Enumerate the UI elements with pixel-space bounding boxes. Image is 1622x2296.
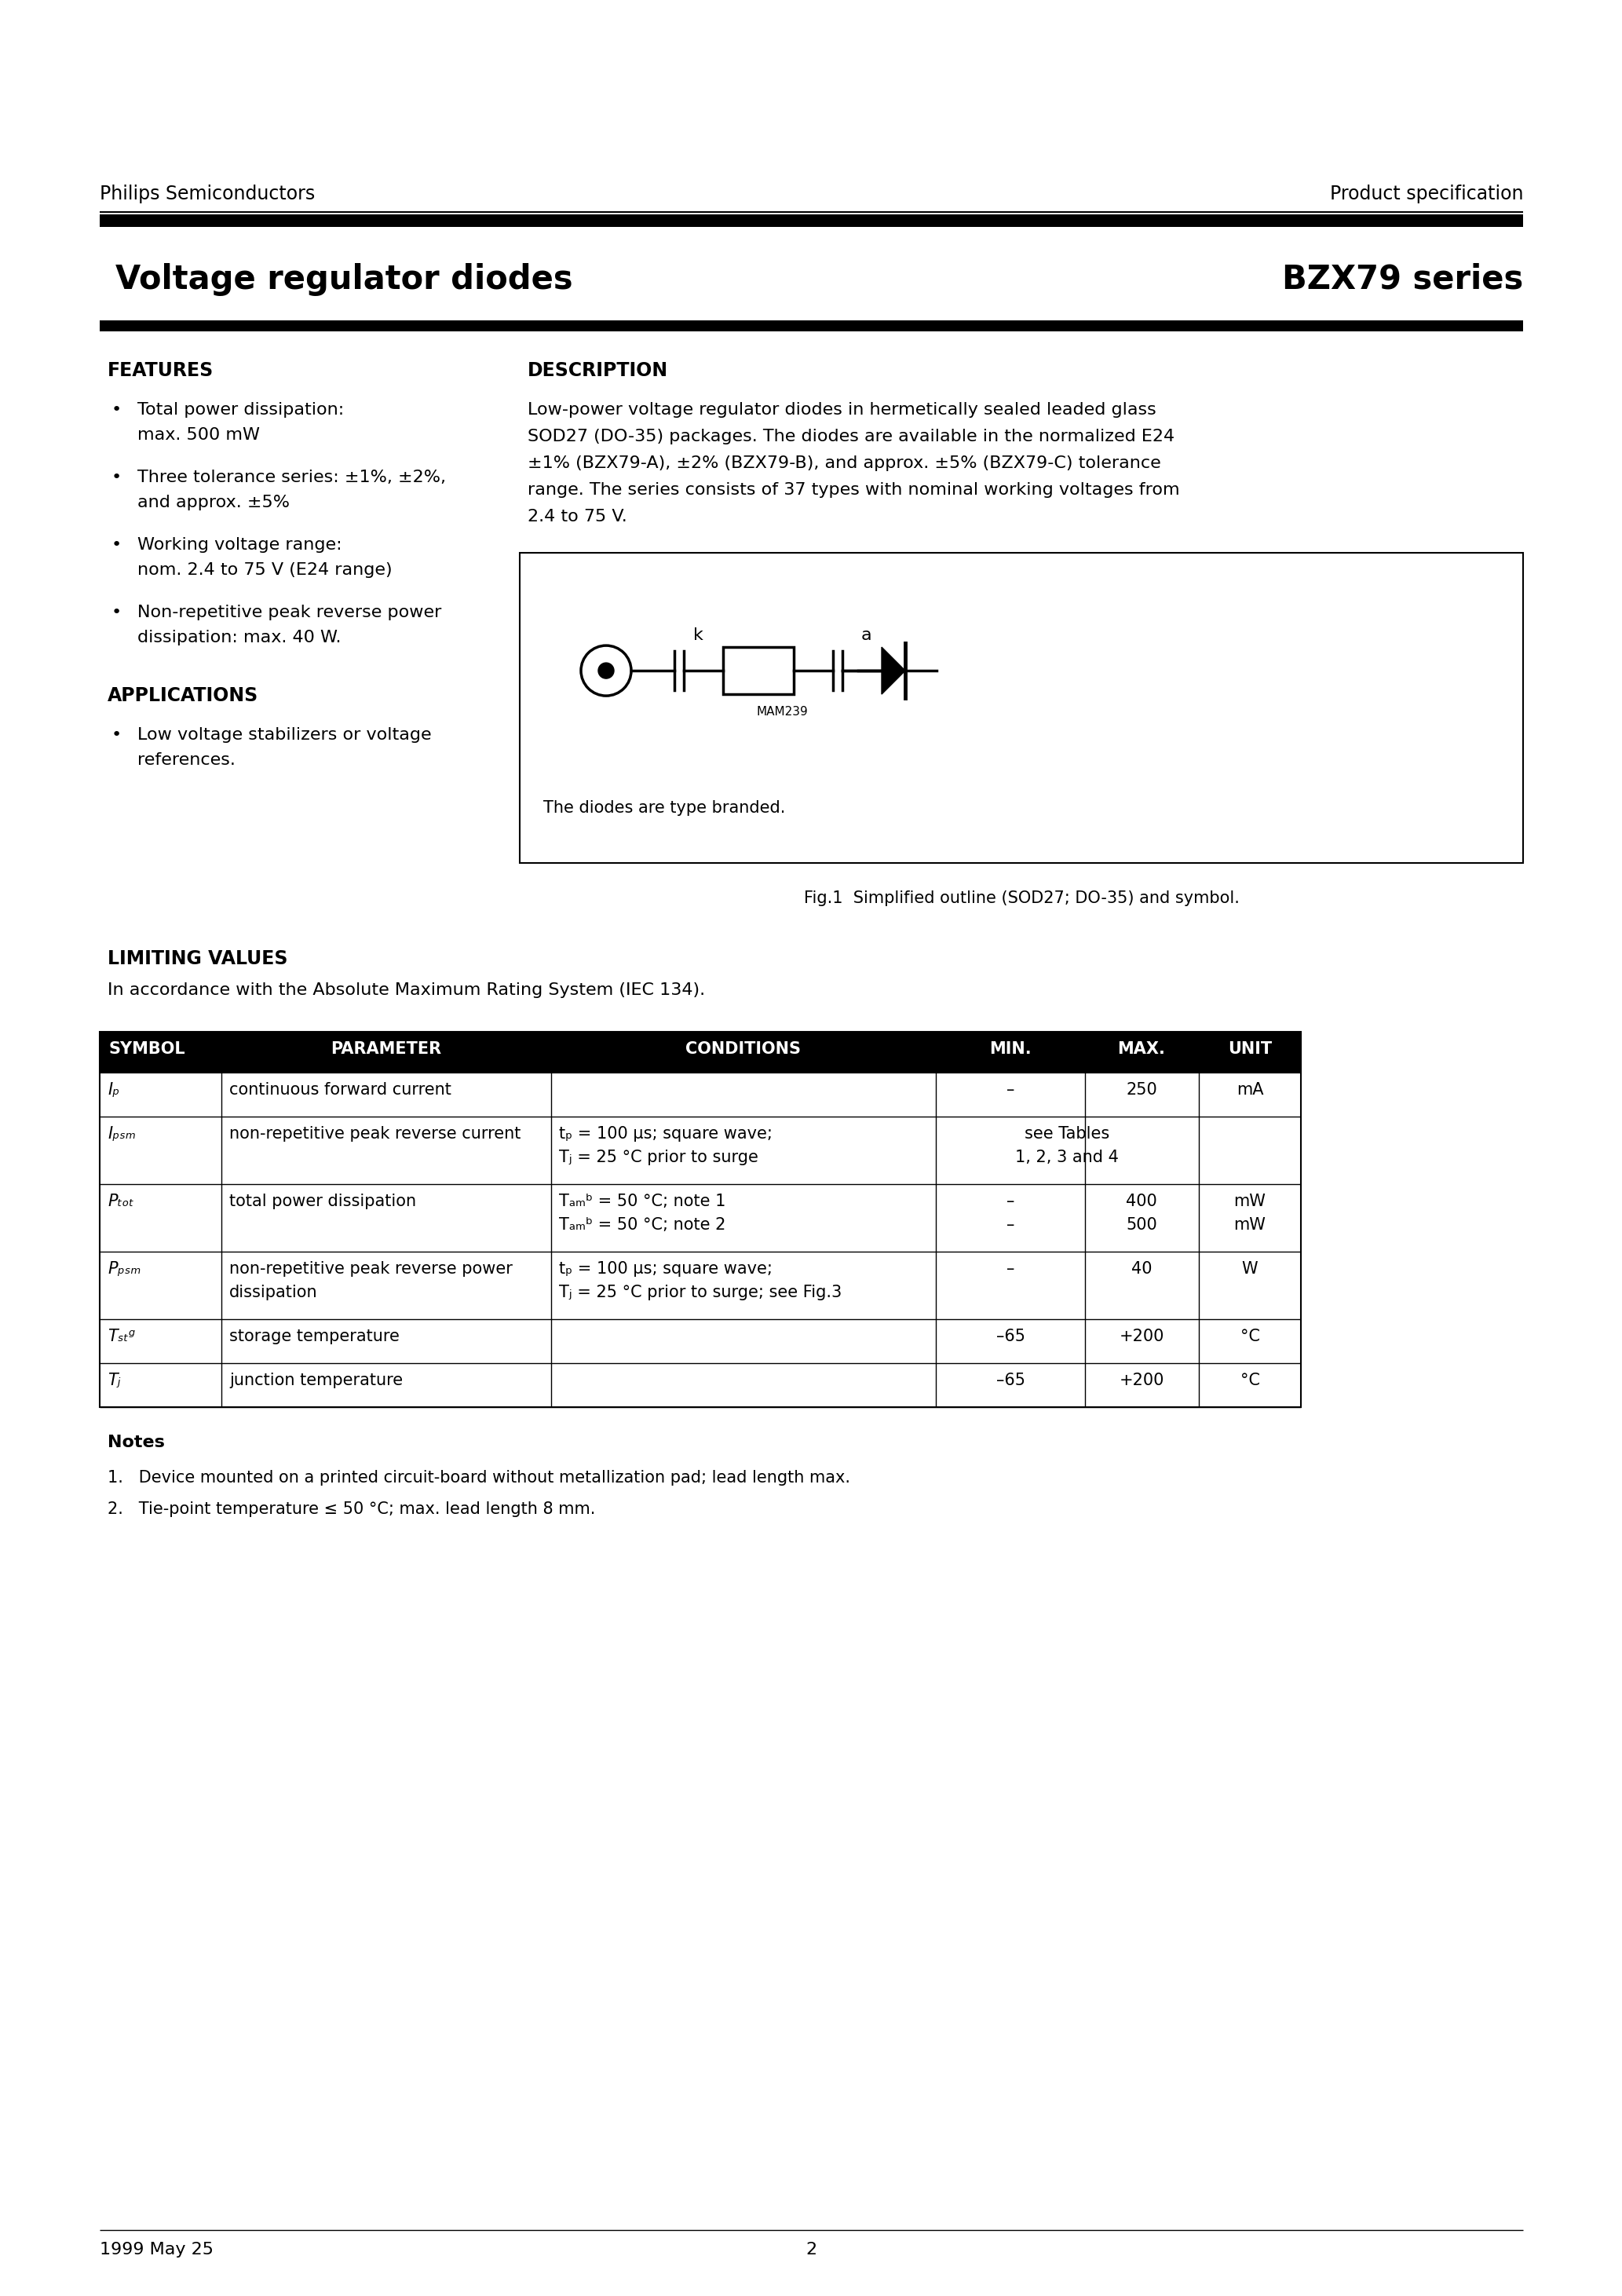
Bar xyxy=(99,321,1523,331)
Text: –: – xyxy=(1006,1217,1014,1233)
Text: 1999 May 25: 1999 May 25 xyxy=(99,2241,214,2257)
Text: 2: 2 xyxy=(806,2241,816,2257)
Text: dissipation: dissipation xyxy=(229,1286,318,1300)
Text: •: • xyxy=(112,471,122,484)
Text: MIN.: MIN. xyxy=(989,1040,1032,1056)
Text: Fig.1  Simplified outline (SOD27; DO-35) and symbol.: Fig.1 Simplified outline (SOD27; DO-35) … xyxy=(803,891,1239,907)
Text: 1, 2, 3 and 4: 1, 2, 3 and 4 xyxy=(1015,1150,1119,1166)
Text: 2.   Tie-point temperature ≤ 50 °C; max. lead length 8 mm.: 2. Tie-point temperature ≤ 50 °C; max. l… xyxy=(107,1502,595,1518)
Text: BZX79 series: BZX79 series xyxy=(1281,264,1523,296)
Text: 250: 250 xyxy=(1126,1081,1156,1097)
Text: PARAMETER: PARAMETER xyxy=(331,1040,441,1056)
Polygon shape xyxy=(882,647,905,693)
Text: Iₚₛₘ: Iₚₛₘ xyxy=(107,1125,136,1141)
Text: Non-repetitive peak reverse power: Non-repetitive peak reverse power xyxy=(138,604,441,620)
Text: Tⱼ = 25 °C prior to surge; see Fig.3: Tⱼ = 25 °C prior to surge; see Fig.3 xyxy=(560,1286,842,1300)
Text: Pₜₒₜ: Pₜₒₜ xyxy=(107,1194,135,1210)
Text: MAM239: MAM239 xyxy=(756,705,808,719)
Text: Notes: Notes xyxy=(107,1435,165,1451)
Text: –: – xyxy=(1006,1261,1014,1277)
Text: references.: references. xyxy=(138,753,235,767)
Text: junction temperature: junction temperature xyxy=(229,1373,402,1389)
Text: SOD27 (DO-35) packages. The diodes are available in the normalized E24: SOD27 (DO-35) packages. The diodes are a… xyxy=(527,429,1174,445)
Text: tₚ = 100 μs; square wave;: tₚ = 100 μs; square wave; xyxy=(560,1125,772,1141)
Text: Tₐₘᵇ = 50 °C; note 2: Tₐₘᵇ = 50 °C; note 2 xyxy=(560,1217,725,1233)
Text: Voltage regulator diodes: Voltage regulator diodes xyxy=(115,264,573,296)
Text: UNIT: UNIT xyxy=(1228,1040,1272,1056)
Text: mA: mA xyxy=(1236,1081,1264,1097)
Text: Low-power voltage regulator diodes in hermetically sealed leaded glass: Low-power voltage regulator diodes in he… xyxy=(527,402,1156,418)
Text: –: – xyxy=(1006,1194,1014,1210)
Text: 500: 500 xyxy=(1126,1217,1156,1233)
Text: non-repetitive peak reverse current: non-repetitive peak reverse current xyxy=(229,1125,521,1141)
Text: +200: +200 xyxy=(1119,1329,1165,1343)
Text: 1.   Device mounted on a printed circuit-board without metallization pad; lead l: 1. Device mounted on a printed circuit-b… xyxy=(107,1469,850,1486)
Text: Iₚ: Iₚ xyxy=(107,1081,120,1097)
Bar xyxy=(99,1364,1301,1407)
Text: SYMBOL: SYMBOL xyxy=(109,1040,187,1056)
Text: Tⱼ = 25 °C prior to surge: Tⱼ = 25 °C prior to surge xyxy=(560,1150,759,1166)
Text: CONDITIONS: CONDITIONS xyxy=(686,1040,801,1056)
Text: FEATURES: FEATURES xyxy=(107,360,214,381)
Text: range. The series consists of 37 types with nominal working voltages from: range. The series consists of 37 types w… xyxy=(527,482,1179,498)
Text: •: • xyxy=(112,402,122,418)
Text: non-repetitive peak reverse power: non-repetitive peak reverse power xyxy=(229,1261,513,1277)
Text: mW: mW xyxy=(1234,1194,1265,1210)
Bar xyxy=(99,1072,1301,1116)
Bar xyxy=(99,1185,1301,1251)
Text: tₚ = 100 μs; square wave;: tₚ = 100 μs; square wave; xyxy=(560,1261,772,1277)
Text: see Tables: see Tables xyxy=(1025,1125,1109,1141)
Text: –65: –65 xyxy=(996,1329,1025,1343)
Text: Product specification: Product specification xyxy=(1330,184,1523,204)
Text: and approx. ±5%: and approx. ±5% xyxy=(138,494,290,510)
Circle shape xyxy=(599,664,615,680)
Text: LIMITING VALUES: LIMITING VALUES xyxy=(107,948,287,969)
Text: total power dissipation: total power dissipation xyxy=(229,1194,417,1210)
Text: Pₚₛₘ: Pₚₛₘ xyxy=(107,1261,141,1277)
Text: In accordance with the Absolute Maximum Rating System (IEC 134).: In accordance with the Absolute Maximum … xyxy=(107,983,706,999)
Text: –: – xyxy=(1006,1081,1014,1097)
Text: max. 500 mW: max. 500 mW xyxy=(138,427,260,443)
Text: Tⱼ: Tⱼ xyxy=(107,1373,120,1389)
Text: 400: 400 xyxy=(1126,1194,1156,1210)
Text: Philips Semiconductors: Philips Semiconductors xyxy=(99,184,315,204)
Text: Tₐₘᵇ = 50 °C; note 1: Tₐₘᵇ = 50 °C; note 1 xyxy=(560,1194,725,1210)
Text: •: • xyxy=(112,728,122,744)
Text: W: W xyxy=(1242,1261,1259,1277)
Bar xyxy=(99,1251,1301,1320)
Text: Tₛₜᵍ: Tₛₜᵍ xyxy=(107,1329,135,1343)
Bar xyxy=(519,553,1523,863)
Text: Working voltage range:: Working voltage range: xyxy=(138,537,342,553)
Bar xyxy=(723,647,793,693)
Text: Low voltage stabilizers or voltage: Low voltage stabilizers or voltage xyxy=(138,728,431,744)
Text: Total power dissipation:: Total power dissipation: xyxy=(138,402,344,418)
Text: DESCRIPTION: DESCRIPTION xyxy=(527,360,668,381)
Text: APPLICATIONS: APPLICATIONS xyxy=(107,687,258,705)
Text: dissipation: max. 40 W.: dissipation: max. 40 W. xyxy=(138,629,341,645)
Text: storage temperature: storage temperature xyxy=(229,1329,399,1343)
Text: °C: °C xyxy=(1241,1329,1260,1343)
Text: 40: 40 xyxy=(1131,1261,1152,1277)
Text: 2.4 to 75 V.: 2.4 to 75 V. xyxy=(527,510,628,523)
Bar xyxy=(99,1320,1301,1364)
Text: •: • xyxy=(112,604,122,620)
Text: k: k xyxy=(693,627,702,643)
Text: •: • xyxy=(112,537,122,553)
Text: +200: +200 xyxy=(1119,1373,1165,1389)
Text: MAX.: MAX. xyxy=(1118,1040,1166,1056)
Text: nom. 2.4 to 75 V (E24 range): nom. 2.4 to 75 V (E24 range) xyxy=(138,563,393,579)
Text: The diodes are type branded.: The diodes are type branded. xyxy=(543,799,785,815)
Text: Three tolerance series: ±1%, ±2%,: Three tolerance series: ±1%, ±2%, xyxy=(138,471,446,484)
Bar xyxy=(99,1031,1301,1407)
Text: –65: –65 xyxy=(996,1373,1025,1389)
Text: ±1% (BZX79-A), ±2% (BZX79-B), and approx. ±5% (BZX79-C) tolerance: ±1% (BZX79-A), ±2% (BZX79-B), and approx… xyxy=(527,455,1161,471)
Text: mW: mW xyxy=(1234,1217,1265,1233)
Text: continuous forward current: continuous forward current xyxy=(229,1081,451,1097)
Bar xyxy=(99,1031,1301,1072)
Text: °C: °C xyxy=(1241,1373,1260,1389)
Bar xyxy=(99,214,1523,227)
Text: a: a xyxy=(861,627,871,643)
Bar xyxy=(99,1116,1301,1185)
